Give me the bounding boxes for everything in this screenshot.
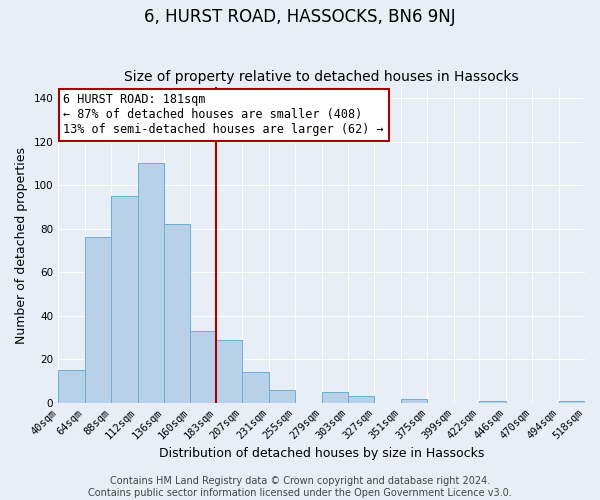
Bar	[190, 331, 216, 403]
Bar	[58, 370, 85, 403]
Bar	[164, 224, 190, 403]
Text: 6 HURST ROAD: 181sqm
← 87% of detached houses are smaller (408)
13% of semi-deta: 6 HURST ROAD: 181sqm ← 87% of detached h…	[64, 94, 384, 136]
Text: 6, HURST ROAD, HASSOCKS, BN6 9NJ: 6, HURST ROAD, HASSOCKS, BN6 9NJ	[144, 8, 456, 26]
Bar	[242, 372, 269, 403]
Bar	[269, 390, 295, 403]
Bar	[348, 396, 374, 403]
Bar	[111, 196, 137, 403]
Bar	[85, 238, 111, 403]
Text: Contains HM Land Registry data © Crown copyright and database right 2024.
Contai: Contains HM Land Registry data © Crown c…	[88, 476, 512, 498]
Bar	[559, 401, 585, 403]
Bar	[216, 340, 242, 403]
Bar	[479, 401, 506, 403]
Bar	[137, 164, 164, 403]
X-axis label: Distribution of detached houses by size in Hassocks: Distribution of detached houses by size …	[159, 447, 484, 460]
Bar	[401, 398, 427, 403]
Y-axis label: Number of detached properties: Number of detached properties	[15, 146, 28, 344]
Bar	[322, 392, 348, 403]
Title: Size of property relative to detached houses in Hassocks: Size of property relative to detached ho…	[124, 70, 519, 85]
